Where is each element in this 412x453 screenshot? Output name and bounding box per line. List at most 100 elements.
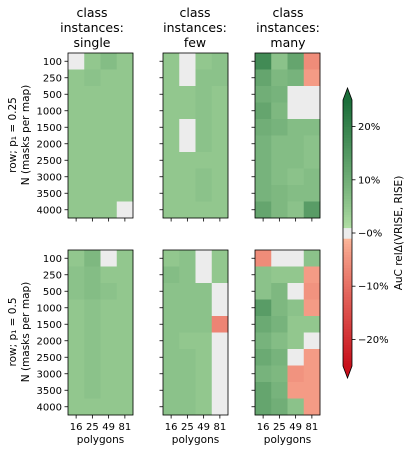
heatmap-cell [287,152,305,169]
heatmap-cell [287,266,305,284]
colorbar-segment [343,211,352,215]
heatmap-cell [303,135,321,153]
heatmap-cell [84,201,101,219]
heatmap-cell [255,53,272,70]
heatmap-cell [84,53,101,70]
colorbar-segment [343,318,352,322]
colorbar-segment [343,137,352,141]
heatmap-cell [303,266,321,284]
colorbar-segment [343,203,352,207]
heatmap-cell [116,53,134,70]
y-tick-label: 100 [43,57,62,68]
heatmap-cell [303,398,321,416]
heatmap-cell [163,135,180,153]
heatmap-cell [195,86,213,103]
y-tick-label: 1000 [37,303,62,314]
colorbar-segment [343,240,352,245]
heatmap-cell [211,398,229,416]
colorbar-segment [343,115,352,120]
heatmap-cell [271,283,288,300]
heatmap-cell [179,53,196,70]
y-tick-label: 1000 [37,106,62,117]
heatmap-cell [68,168,85,186]
heatmap-cell [163,168,180,186]
heatmap-cell [287,168,305,186]
colorbar-segment [343,288,352,292]
heatmap-cell [255,185,272,202]
heatmap-cell [84,316,101,333]
heatmap-cell [68,299,85,317]
heatmap-cell [68,152,85,169]
x-tick-label: 25 [181,422,194,433]
colorbar-segment [343,291,352,295]
colorbar-segment [343,129,352,133]
heatmap-cell [287,135,305,153]
heatmap-cell [163,119,180,136]
heatmap-cell [255,86,272,103]
column-title-single-line-2: instances: [60,20,124,35]
colorbar-segment [343,150,352,154]
heatmap-cell [179,299,196,317]
heatmap-cell [211,349,229,366]
heatmap-cell [303,152,321,169]
heatmap-cell [84,185,101,202]
heatmap-cell [179,316,196,333]
heatmap-cell [211,283,229,300]
colorbar-segment [343,177,352,181]
heatmap-cell [179,119,196,136]
heatmap-cell [255,283,272,300]
heatmap-cell [255,266,272,284]
colorbar-segment [343,179,352,183]
heatmap-cell [163,299,180,317]
colorbar-extend-top [343,88,352,100]
heatmap-cell [100,152,118,169]
heatmap-cell [271,152,288,169]
heatmap-cell [287,283,305,300]
column-title-few-line-1: class [179,5,210,20]
colorbar-segment [343,225,352,229]
colorbar-segment [343,272,352,276]
heatmap-cell [163,266,180,284]
y-tick-label: 4000 [37,205,62,216]
heatmap-cell [195,332,213,350]
colorbar-segment [343,209,352,213]
colorbar-segment [343,352,352,356]
colorbar-segment [343,169,352,173]
heatmap-cell [84,266,101,284]
heatmap-cell [116,201,134,219]
heatmap-cell [255,316,272,333]
column-title-many-line-2: instances: [256,20,320,35]
heatmap-cell [287,250,305,267]
heatmap-cell [116,332,134,350]
heatmap-cell [179,382,196,399]
heatmap-cell [116,349,134,366]
heatmap-cell [271,332,288,350]
heatmap-cell [163,382,180,399]
colorbar-segment [343,171,352,175]
y-tick-label: 2000 [37,336,62,347]
heatmap-cell [68,119,85,136]
heatmap-cell [303,86,321,103]
colorbar-segment [343,134,352,138]
x-tick-label: 49 [289,422,302,433]
heatmap-cell [271,185,288,202]
heatmap-cell [100,365,118,383]
column-title-few-line-3: few [184,35,206,50]
heatmap-cell [68,250,85,267]
heatmap-cell [211,119,229,136]
heatmap-cell [68,283,85,300]
column-title-many-line-3: many [270,35,306,50]
heatmap-cell [287,185,305,202]
row-label-top-line-2: N (masks per map) [20,85,32,186]
y-tick-label: 500 [43,287,62,298]
y-tick-label: 1500 [37,320,62,331]
heatmap-cell [179,398,196,416]
heatmap-cell [211,185,229,202]
heatmap-cell [255,135,272,153]
heatmap-cell [84,349,101,366]
heatmap-cell [179,69,196,87]
heatmap-cell [179,86,196,103]
colorbar-segment [343,217,352,221]
panel-frame [254,52,321,219]
heatmap-cell [84,168,101,186]
